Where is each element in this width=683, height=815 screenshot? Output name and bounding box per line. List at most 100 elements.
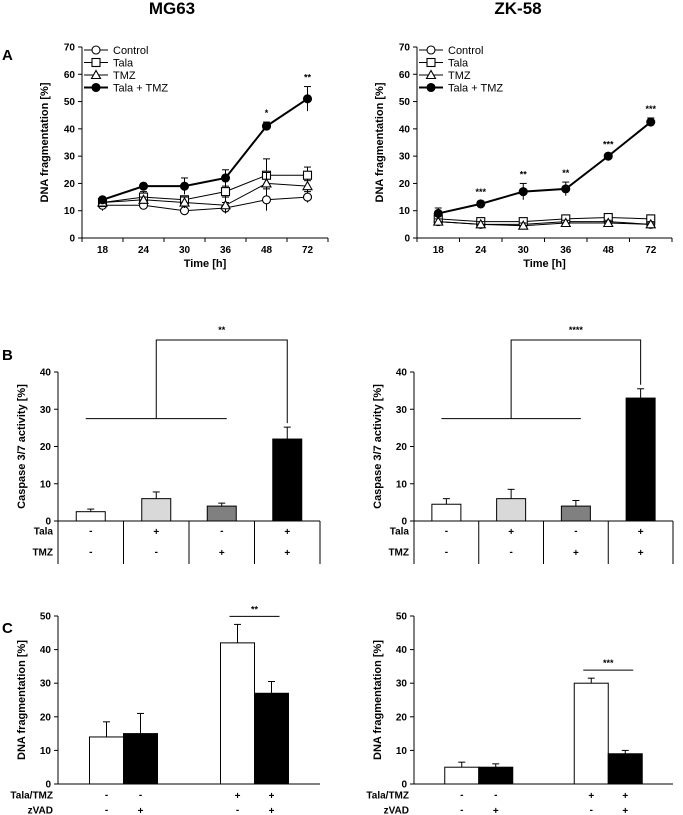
legend-label: TMZ [448,70,471,82]
data-point [434,209,442,217]
series-tala-tmz [434,118,655,219]
table-cell: + [622,806,628,815]
treatment-table: Tala - + - + TMZ - - + + [388,521,673,564]
bracket-line [156,340,287,423]
x-tick-label: 36 [220,245,232,256]
significance-label: ** [304,73,312,83]
chart-b_zk58: 0 10 20 30 40 Caspase 3/7 activity [%] Tala - + -… [372,325,673,564]
table-cell: + [622,791,628,802]
significance: ** [86,325,288,423]
y-tick-label: 50 [40,612,52,623]
y-axis-title: Caspase 3/7 activity [%] [372,384,384,509]
significance-label: ** [251,604,259,614]
chart-c_mg63: 01020304050DNA fragmentation [%]Tala/TMZ… [10,604,320,815]
y-tick-label: 0 [404,234,410,245]
y-tick-label: 20 [399,179,411,190]
table-cell: + [284,548,290,559]
table-cell: + [138,806,144,815]
panel-label-a: A [2,47,13,64]
y-tick-label: 60 [399,70,411,81]
table-cell: + [588,791,594,802]
y-axis-title: DNA fragmentation [%] [374,82,386,202]
significance-label: *** [603,139,614,149]
treatment-table: Tala/TMZ - - + +zVAD - + - + [366,790,628,815]
y-tick-label: 10 [399,206,411,217]
series-line [103,183,308,205]
chart-c_zk58: 01020304050DNA fragmentation [%]Tala/TMZ… [366,612,673,815]
table-row-label: TMZ [32,548,53,559]
table-cell: - [139,790,142,801]
table-cell: - [220,526,223,537]
y-tick-label: 0 [401,780,407,791]
significance-label: **** [569,325,584,335]
chart-b_mg63: 0 10 20 30 40 Caspase 3/7 activity [%] Tala - + -… [16,325,320,564]
bar [479,767,513,784]
bar [432,504,461,521]
legend-label: Control [448,45,483,57]
table-cell: - [105,790,108,801]
bar [445,767,479,784]
legend: ControlTalaTMZTala + TMZ [419,45,503,95]
data-point [140,182,148,190]
y-axis-title: DNA fragmentation [%] [16,640,28,760]
significance: ** [230,604,280,616]
data-point [647,118,655,126]
bar [90,737,124,784]
series-tala-tmz [99,87,312,204]
significance-label: *** [475,187,486,197]
y-tick-label: 10 [40,479,52,490]
y-tick-label: 40 [40,368,52,379]
legend-label: Tala [448,58,469,70]
significance-label: *** [603,658,614,668]
table-cell: - [494,790,497,801]
table-cell: - [509,547,512,558]
panel-label-c: C [2,620,13,637]
y-tick-label: 30 [40,405,52,416]
y-axis-title: Caspase 3/7 activity [%] [16,384,28,509]
y-tick-label: 30 [396,405,408,416]
table-cell: - [590,805,593,815]
title-mg63: MG63 [149,0,195,18]
significance-label: * [265,108,269,118]
table-row-label: Tala/TMZ [366,791,409,802]
figure: MG63 ZK-58 A B C 010203040506070DNA frag… [0,0,683,815]
bar [574,683,608,784]
significance: **** [441,325,640,419]
bar [207,506,236,521]
significance-label: *** [645,104,656,114]
table-cell: + [508,527,514,538]
x-tick-label: 72 [645,245,657,256]
y-tick-label: 70 [399,43,411,54]
data-point [99,196,107,204]
table-cell: - [445,526,448,537]
significance: *** [583,658,633,670]
y-tick-label: 30 [64,152,76,163]
legend-label: Tala + TMZ [448,83,503,95]
data-point [519,188,527,196]
y-tick-label: 50 [399,97,411,108]
series-tmz [98,173,312,214]
table-cell: + [219,548,225,559]
legend: ControlTalaTMZTala + TMZ [84,45,168,95]
chart-a_mg63: 0 10 20 30 40 50 60 70 DNA fragmentation [%] 18 24… [39,43,328,271]
charts: 0 10 20 30 40 50 60 70 DNA fragmentation [%] 18 24… [10,43,673,815]
bracket-line [511,340,641,419]
table-cell: + [638,548,644,559]
y-tick-label: 40 [399,124,411,135]
y-tick-label: 0 [45,780,51,791]
legend-label: Control [113,45,148,57]
y-tick-label: 20 [396,442,408,453]
y-tick-label: 10 [396,479,408,490]
x-tick-label: 48 [603,245,615,256]
x-tick-label: 18 [97,245,109,256]
x-axis-title: Time [h] [523,258,566,270]
bar [255,693,289,784]
table-cell: - [89,526,92,537]
data-point [222,174,230,182]
series-line [438,218,651,222]
title-zk58: ZK-58 [494,0,541,18]
y-tick-label: 40 [40,645,52,656]
y-tick-label: 20 [64,179,76,190]
series-control [99,189,312,215]
y-tick-label: 10 [396,746,408,757]
